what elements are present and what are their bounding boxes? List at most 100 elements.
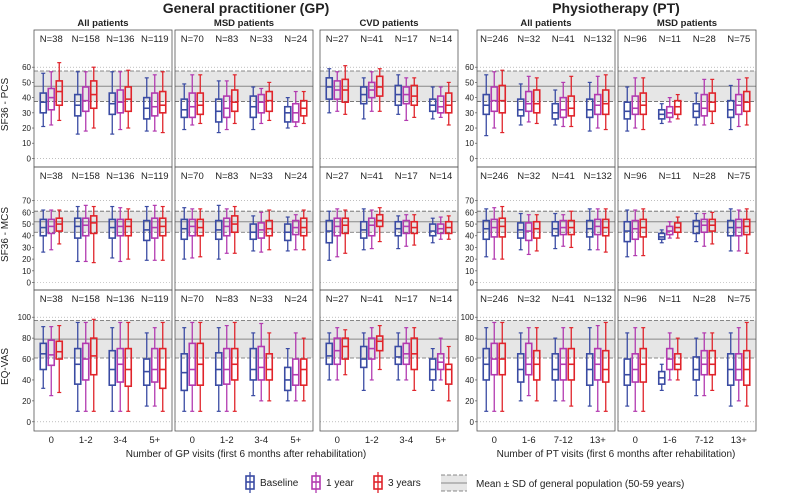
box-baseline: [585, 98, 594, 119]
box-3-years: [639, 92, 648, 116]
panel: N=96 N=11 N=28 N=75: [617, 166, 757, 291]
box-baseline: [108, 349, 117, 386]
y-tick-label: 40: [22, 376, 31, 385]
box-1-year: [222, 347, 231, 385]
box-baseline: [551, 102, 560, 120]
box-1-year: [150, 347, 159, 383]
box-1-year: [291, 358, 300, 386]
category-label: 13+: [731, 435, 748, 446]
box-baseline: [73, 347, 82, 385]
n-label: N=38: [40, 171, 63, 182]
n-label: N=27: [326, 294, 349, 305]
n-label: N=41: [360, 34, 383, 45]
category-label: 1-2: [365, 435, 379, 446]
y-tick-label: 0: [470, 278, 475, 287]
y-tick-label: 10: [465, 139, 474, 148]
column-title: CVD patients: [359, 18, 418, 29]
box-3-years: [444, 363, 453, 385]
box-baseline: [283, 105, 292, 123]
panel: N=246 N=32 N=41 N=132: [476, 166, 616, 291]
n-label: N=158: [72, 294, 100, 305]
panel: N=27 N=41 N=17 N=14: [319, 29, 459, 168]
n-label: N=75: [727, 34, 750, 45]
box-baseline: [180, 98, 189, 119]
n-label: N=119: [141, 294, 169, 305]
box-1-year: [490, 86, 499, 113]
box-baseline: [108, 218, 117, 239]
n-label: N=41: [552, 171, 575, 182]
box-3-years: [124, 347, 133, 388]
panel-frame: [476, 289, 616, 432]
box-baseline: [394, 345, 403, 366]
y-tick-label: 60: [465, 208, 474, 217]
category-label: 3-4: [113, 435, 127, 446]
n-label: N=17: [395, 171, 418, 182]
n-label: N=24: [284, 294, 307, 305]
section-title-pt: Physiotherapy (PT): [552, 0, 680, 16]
n-label: N=24: [284, 34, 307, 45]
n-label: N=83: [215, 171, 238, 182]
n-label: N=41: [552, 294, 575, 305]
y-tick-label: 40: [465, 376, 474, 385]
n-label: N=14: [429, 294, 452, 305]
box-1-year: [47, 339, 56, 367]
box-1-year: [524, 90, 533, 113]
n-label: N=11: [659, 171, 681, 182]
y-tick-label: 30: [465, 243, 474, 252]
category-label: 5+: [435, 435, 446, 446]
n-label: N=32: [517, 171, 540, 182]
y-tick-label: 70: [465, 197, 474, 206]
box-baseline: [482, 219, 491, 241]
category-label: 0: [190, 435, 195, 446]
n-label: N=32: [517, 34, 540, 45]
box-3-years: [639, 347, 648, 383]
box-3-years: [444, 92, 453, 114]
box-baseline: [359, 345, 368, 369]
category-label: 3-4: [254, 435, 268, 446]
n-label: N=119: [141, 34, 169, 45]
box-1-year: [631, 95, 640, 116]
panel: N=27 0 N=41 1-2 N=17 3-4 N=14 5+: [319, 289, 459, 446]
panel: N=38 0 N=158 1-2 N=136 3-4 N=119 5+: [33, 289, 173, 446]
y-tick-label: 50: [22, 78, 31, 87]
box-baseline: [623, 358, 632, 386]
box-3-years: [567, 95, 576, 117]
n-label: N=132: [584, 294, 612, 305]
n-label: N=83: [215, 294, 238, 305]
n-label: N=41: [360, 171, 383, 182]
n-label: N=33: [250, 34, 273, 45]
n-label: N=33: [250, 294, 273, 305]
y-tick-label: 60: [465, 63, 474, 72]
box-1-year: [436, 95, 445, 114]
n-label: N=96: [624, 171, 647, 182]
box-1-year: [700, 349, 709, 376]
box-3-years: [532, 349, 541, 381]
panel: N=27 N=41 N=17 N=14: [319, 166, 459, 291]
y-tick-label: 70: [22, 197, 31, 206]
column-title: MSD patients: [657, 18, 717, 29]
y-tick-label: 20: [22, 255, 31, 264]
n-label: N=246: [480, 294, 508, 305]
y-tick-label: 0: [27, 278, 32, 287]
row-label: SF36 - PCS: [0, 78, 11, 132]
box-3-years: [55, 340, 64, 360]
box-3-years: [265, 353, 274, 381]
x-axis-label-pt: Number of PT visits (first 6 months afte…: [497, 449, 736, 460]
box-1-year: [81, 86, 90, 113]
n-label: N=11: [659, 294, 681, 305]
n-label: N=33: [250, 171, 273, 182]
y-tick-label: 30: [465, 109, 474, 118]
box-1-year: [524, 342, 533, 376]
panel-frame: [617, 289, 757, 432]
y-tick-label: 0: [27, 154, 32, 163]
panel: N=38 N=158 N=136 N=119: [33, 29, 173, 168]
n-label: N=75: [727, 294, 750, 305]
row-label: EQ-VAS: [0, 348, 11, 385]
category-label: 5+: [290, 435, 301, 446]
n-label: N=136: [106, 171, 134, 182]
category-label: 1-6: [663, 435, 677, 446]
n-label: N=70: [181, 34, 204, 45]
box-1-year: [222, 95, 231, 119]
box-3-years: [341, 337, 350, 360]
legend-label: Baseline: [260, 478, 299, 489]
